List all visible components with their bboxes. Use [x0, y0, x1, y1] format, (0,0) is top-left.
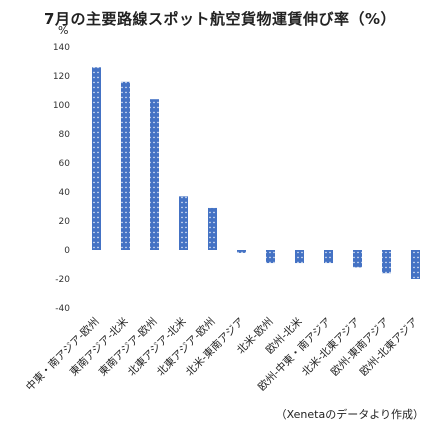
bar	[121, 81, 130, 250]
y-unit-label: %	[58, 24, 69, 37]
bar	[237, 250, 246, 253]
y-tick-label: 100	[53, 101, 70, 111]
bar	[382, 250, 391, 274]
bar	[208, 207, 217, 250]
x-axis: 中東・南アジア-欧州東南アジア-北米東南アジア-欧州北東アジア-北米北東アジア-…	[23, 315, 420, 394]
bar	[92, 67, 101, 250]
bar	[324, 250, 333, 264]
source-note: （Xenetaのデータより作成）	[275, 408, 424, 421]
bar	[295, 250, 304, 264]
bar	[179, 196, 188, 250]
y-tick-label: 0	[64, 246, 70, 256]
y-tick-label: 20	[59, 217, 71, 227]
bar	[150, 99, 159, 250]
bar	[411, 250, 420, 279]
bar	[353, 250, 362, 268]
y-tick-label: 120	[53, 72, 70, 82]
chart-title: 7月の主要路線スポット航空貨物運賃伸び率（%）	[44, 10, 396, 28]
bar	[266, 250, 275, 264]
y-tick-label: 60	[59, 159, 71, 169]
y-tick-label: -20	[55, 275, 70, 285]
y-tick-label: 40	[59, 188, 71, 198]
y-tick-label: 80	[59, 130, 71, 140]
y-tick-label: 140	[53, 43, 70, 53]
y-axis: 140 120 100 80 60 40 20 0 -20 -40	[53, 43, 70, 314]
bars	[92, 67, 420, 279]
y-tick-label: -40	[55, 304, 70, 314]
